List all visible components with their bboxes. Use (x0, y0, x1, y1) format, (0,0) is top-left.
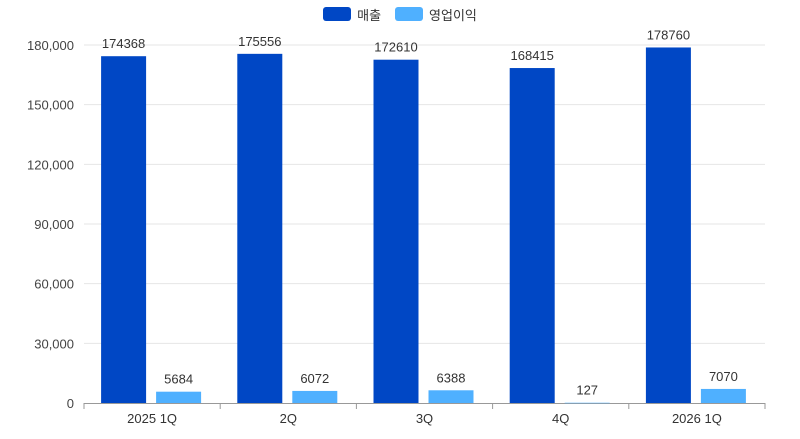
x-tick-label: 2026 1Q (672, 411, 722, 426)
bar-operating-profit (700, 388, 746, 403)
y-tick-label: 180,000 (27, 38, 74, 53)
data-label: 168415 (511, 48, 554, 63)
y-tick-label: 60,000 (34, 277, 74, 292)
data-label: 127 (576, 383, 598, 398)
bar-sales (373, 59, 419, 404)
legend: 매출 영업이익 (0, 4, 800, 24)
y-tick-label: 90,000 (34, 217, 74, 232)
bar-sales (509, 68, 555, 404)
x-tick-label: 3Q (416, 411, 433, 426)
bar-sales (237, 53, 283, 403)
data-label: 7070 (709, 369, 738, 384)
x-tick-label: 2025 1Q (127, 411, 177, 426)
data-label: 178760 (647, 27, 690, 42)
legend-label-sales: 매출 (357, 7, 382, 23)
bar-operating-profit (564, 402, 610, 404)
bar-sales (101, 56, 147, 404)
data-label: 175556 (238, 34, 281, 49)
data-label: 5684 (164, 372, 193, 387)
data-label: 6072 (300, 371, 329, 386)
y-tick-label: 150,000 (27, 98, 74, 113)
data-label: 174368 (102, 36, 145, 51)
y-tick-label: 120,000 (27, 157, 74, 172)
y-tick-label: 0 (67, 396, 74, 411)
x-tick-label: 2Q (280, 411, 297, 426)
data-label: 6388 (437, 370, 466, 385)
legend-swatch-sales (323, 7, 352, 21)
legend-item-sales[interactable]: 매출 (323, 5, 381, 24)
bar-operating-profit (292, 390, 338, 403)
y-tick-label: 30,000 (34, 336, 74, 351)
bar-operating-profit (428, 390, 474, 403)
legend-swatch-operating-profit (395, 7, 424, 21)
bar-operating-profit (156, 391, 202, 403)
legend-label-operating-profit: 영업이익 (429, 7, 477, 23)
legend-item-operating-profit[interactable]: 영업이익 (395, 5, 477, 24)
x-tick-label: 4Q (552, 411, 569, 426)
data-label: 172610 (374, 40, 417, 55)
bar-sales (645, 47, 691, 404)
